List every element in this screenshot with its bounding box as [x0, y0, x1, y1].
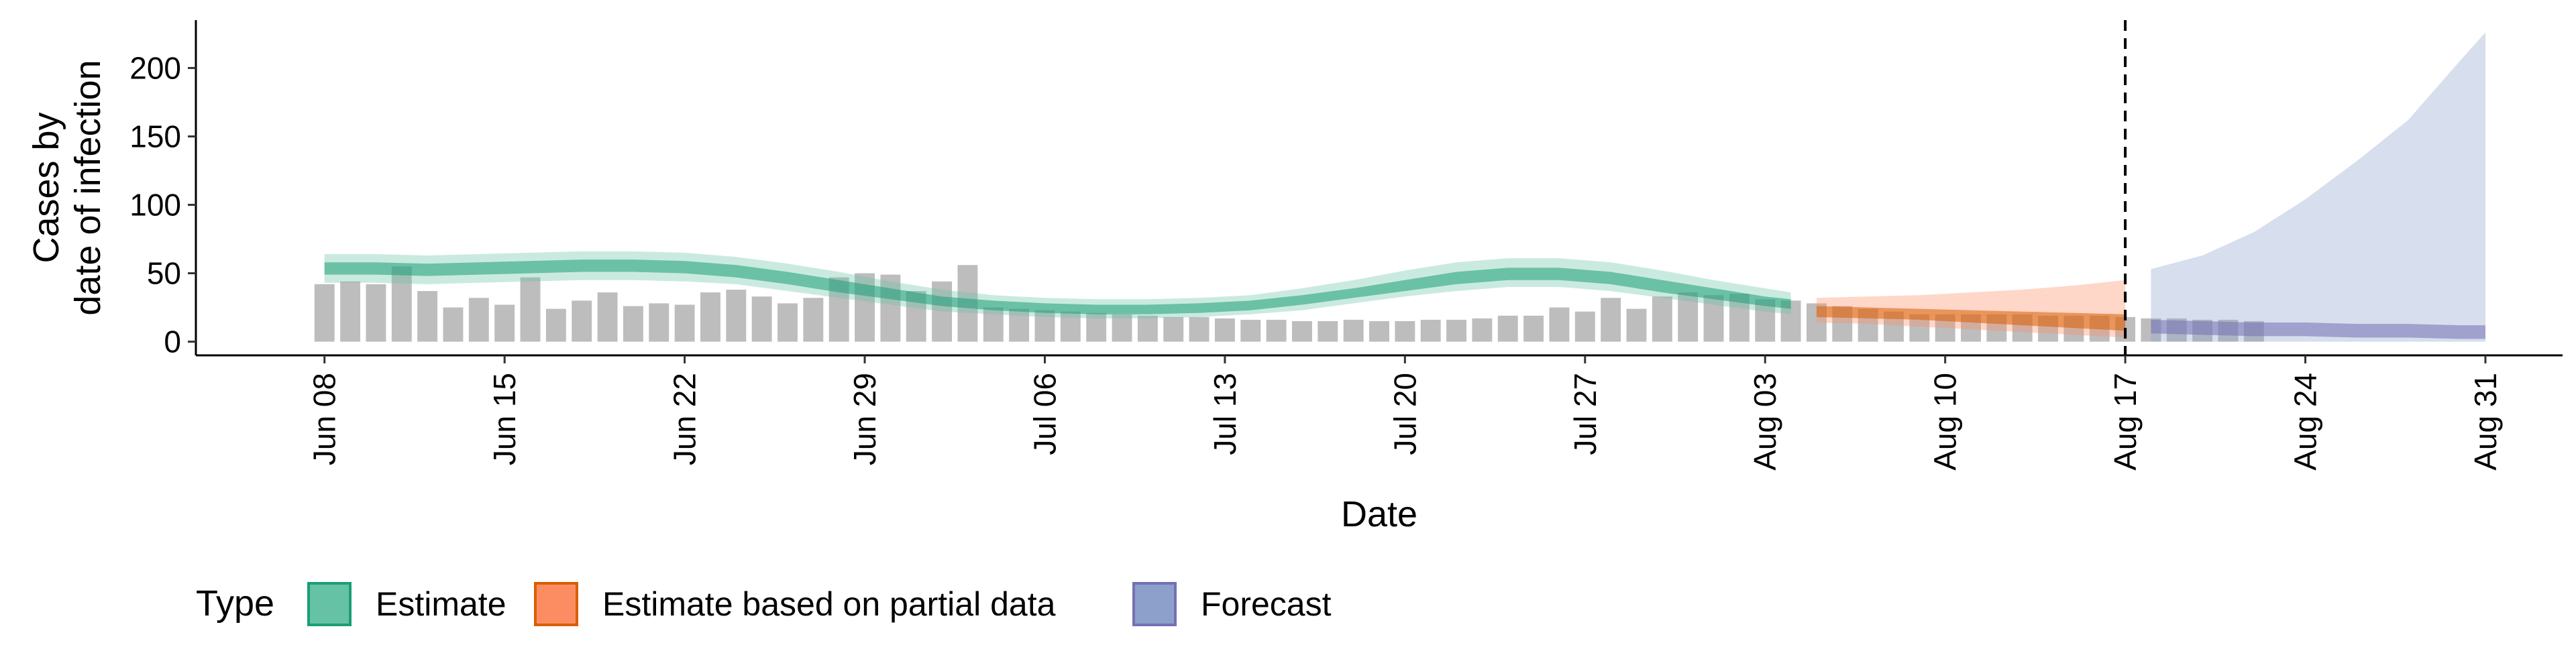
case-bar	[1086, 312, 1107, 342]
case-bar	[572, 300, 592, 342]
case-bar	[1214, 318, 1235, 342]
case-bar	[1292, 320, 1312, 342]
estimate-bands	[324, 32, 2485, 342]
case-bar	[1034, 310, 1055, 342]
case-bar	[1009, 308, 1030, 342]
case-bar	[443, 307, 464, 342]
x-tick-label: Jul 06	[1027, 373, 1062, 455]
case-bar	[1652, 296, 1672, 342]
legend-label: Estimate based on partial data	[602, 585, 1056, 623]
x-tick-label: Jul 20	[1387, 373, 1422, 455]
legend-title: Type	[196, 583, 274, 624]
y-tick-label: 150	[129, 119, 181, 154]
case-bar	[597, 292, 618, 342]
legend-key	[1132, 582, 1177, 626]
x-tick-label: Jul 27	[1568, 373, 1603, 455]
y-tick-label: 0	[164, 325, 181, 359]
observed-cases-bars	[314, 265, 2264, 342]
x-tick-label: Aug 10	[1928, 373, 1963, 471]
legend-label: Forecast	[1201, 585, 1332, 623]
y-tick-label: 50	[147, 256, 181, 291]
legend: Type Estimate Estimate based on partial da…	[196, 582, 1332, 626]
x-tick-label: Jun 29	[847, 373, 882, 465]
case-bar	[1369, 320, 1389, 342]
case-bar	[623, 306, 643, 342]
inner-band	[2151, 319, 2485, 339]
y-axis-title-line: date of infection	[68, 60, 108, 315]
case-bar	[1060, 311, 1081, 342]
case-bar	[468, 298, 489, 342]
axis-labels: Date Cases bydate of infection	[26, 60, 1417, 534]
legend-key	[534, 582, 578, 626]
case-bar	[314, 284, 335, 342]
y-tick-label: 100	[129, 188, 181, 223]
x-axis-title: Date	[1341, 494, 1417, 534]
case-bar	[1601, 298, 1621, 342]
case-bar	[1112, 314, 1132, 342]
case-bar	[1472, 318, 1493, 342]
x-tick-label: Jun 15	[487, 373, 522, 465]
x-tick-label: Jun 08	[307, 373, 342, 465]
x-tick-label: Jun 22	[667, 373, 702, 465]
case-bar	[700, 292, 720, 342]
y-tick-label: 200	[129, 50, 181, 85]
inner-band	[324, 259, 1791, 314]
case-bar	[649, 303, 669, 342]
y-axis-title-line: Cases by	[26, 112, 66, 263]
case-bar	[1395, 320, 1415, 342]
legend-key	[307, 582, 352, 626]
case-bar	[726, 290, 747, 342]
case-bar	[366, 284, 386, 342]
case-bar	[751, 296, 772, 342]
case-bar	[1678, 292, 1699, 342]
legend-label: Estimate	[376, 585, 506, 623]
case-bar	[1497, 315, 1518, 342]
x-tick-label: Aug 31	[2468, 373, 2503, 471]
case-bar	[340, 281, 361, 342]
case-bar	[1523, 315, 1544, 342]
case-bar	[1446, 319, 1466, 342]
case-bar	[1163, 316, 1184, 342]
case-bar	[1189, 316, 1210, 342]
case-bar	[777, 303, 798, 342]
case-bar	[545, 308, 566, 342]
case-bar	[1626, 308, 1647, 342]
case-bar	[1343, 319, 1364, 342]
case-bar	[932, 281, 953, 342]
x-tick-label: Aug 24	[2288, 373, 2323, 471]
inner-band	[1816, 306, 2126, 331]
case-bar	[1137, 315, 1158, 342]
case-bar	[1240, 319, 1261, 342]
case-bar	[1420, 319, 1441, 342]
case-bar	[1266, 319, 1287, 342]
x-tick-label: Aug 17	[2108, 373, 2143, 471]
case-bar	[1574, 311, 1595, 342]
case-bar	[803, 298, 824, 342]
case-bar	[494, 304, 515, 342]
outer-band	[2151, 32, 2485, 342]
case-bar	[983, 307, 1004, 342]
case-bar	[1703, 295, 1724, 342]
case-bar	[1549, 307, 1570, 342]
case-bar	[417, 291, 438, 342]
case-bar	[391, 266, 412, 342]
case-bar	[674, 304, 695, 342]
case-bar	[1318, 320, 1338, 342]
case-bar	[520, 277, 541, 342]
x-tick-label: Aug 03	[1748, 373, 1782, 471]
axes: 0 50 100 150 200 Jun 08 Jun 15 Jun 22 Jun 29 Jul …	[129, 20, 2563, 471]
y-axis-title: Cases bydate of infection	[26, 60, 108, 315]
x-tick-label: Jul 13	[1208, 373, 1242, 455]
case-bar	[880, 274, 901, 342]
